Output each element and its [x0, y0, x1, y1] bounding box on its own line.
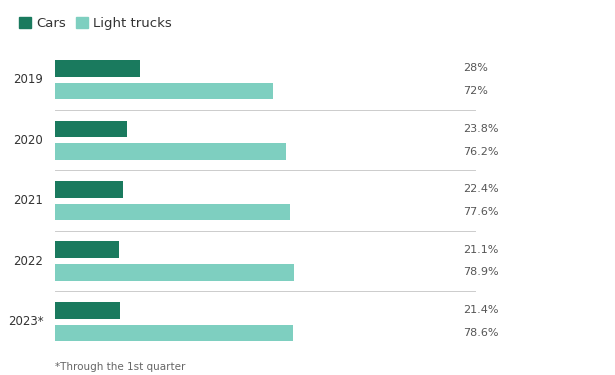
Bar: [55, 302, 120, 319]
Text: 2022: 2022: [14, 255, 43, 268]
Text: 78.6%: 78.6%: [463, 328, 499, 338]
Text: 72%: 72%: [463, 86, 488, 96]
Bar: [55, 143, 285, 160]
Legend: Cars, Light trucks: Cars, Light trucks: [19, 17, 172, 30]
Bar: [55, 264, 294, 281]
Bar: [55, 242, 119, 258]
Text: 28%: 28%: [463, 63, 488, 74]
Text: 78.9%: 78.9%: [463, 267, 499, 278]
Bar: [55, 325, 293, 341]
Text: *Through the 1st quarter: *Through the 1st quarter: [55, 362, 186, 372]
Bar: [55, 204, 290, 220]
Text: 76.2%: 76.2%: [463, 147, 499, 156]
Text: 2021: 2021: [14, 194, 43, 207]
Text: 21.1%: 21.1%: [463, 245, 499, 255]
Bar: [55, 181, 123, 198]
Bar: [55, 60, 140, 77]
Bar: [55, 83, 273, 99]
Text: 2019: 2019: [14, 73, 43, 86]
Text: 23.8%: 23.8%: [463, 124, 499, 134]
Text: 2020: 2020: [14, 134, 43, 147]
Text: 2023*: 2023*: [8, 315, 43, 328]
Text: 77.6%: 77.6%: [463, 207, 499, 217]
Text: 21.4%: 21.4%: [463, 305, 499, 315]
Bar: [55, 120, 127, 137]
Text: 22.4%: 22.4%: [463, 184, 499, 194]
